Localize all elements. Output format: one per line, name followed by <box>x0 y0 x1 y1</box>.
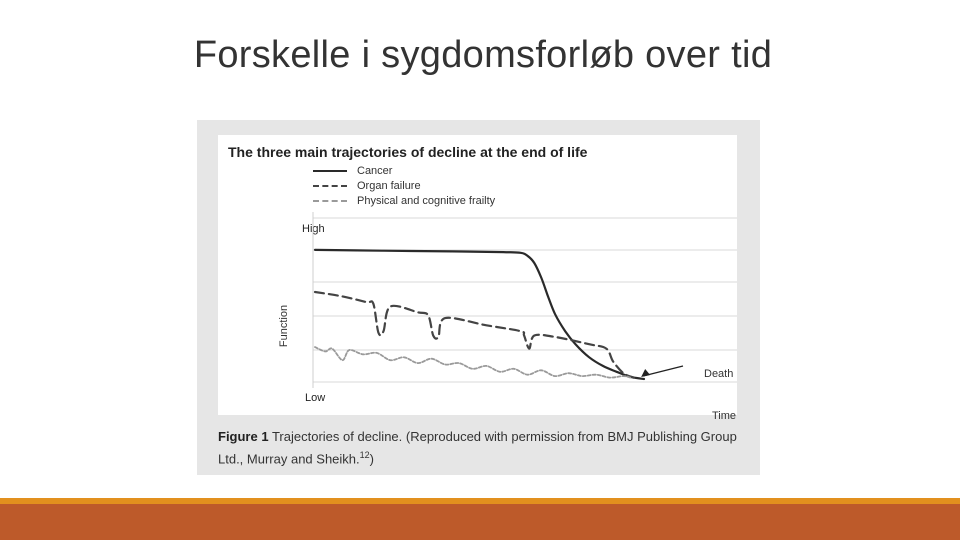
caption-close: ) <box>369 451 374 467</box>
y-tick-low: Low <box>305 392 326 404</box>
legend-item-organ-failure: Organ failure <box>313 178 573 193</box>
death-arrow-line <box>642 365 684 377</box>
chart-legend: Cancer Organ failure Physical and cognit… <box>313 163 573 208</box>
legend-swatch-frailty <box>313 199 347 202</box>
x-axis-label: Time <box>712 410 737 422</box>
series-line-physical-and-cognitive-frailty <box>314 346 632 379</box>
caption-text: Trajectories of decline. (Reproduced wit… <box>218 429 737 467</box>
figure-frame: The three main trajectories of decline a… <box>197 120 760 475</box>
legend-label-organ-failure: Organ failure <box>357 179 421 192</box>
caption-figure-label: Figure 1 <box>218 429 269 444</box>
chart-plot <box>312 212 737 388</box>
footer-bar <box>0 504 960 540</box>
chart-title: The three main trajectories of decline a… <box>228 144 588 160</box>
legend-swatch-organ-failure <box>313 184 347 187</box>
footer-accent-line <box>0 498 960 504</box>
figure-caption: Figure 1 Trajectories of decline. (Repro… <box>218 427 748 468</box>
legend-label-frailty: Physical and cognitive frailty <box>357 194 496 207</box>
death-arrow-head <box>641 369 651 377</box>
legend-swatch-cancer <box>313 169 347 172</box>
legend-label-cancer: Cancer <box>357 164 393 177</box>
series-line-organ-failure <box>313 290 635 379</box>
legend-item-cancer: Cancer <box>313 163 573 178</box>
series-line-cancer <box>313 248 646 381</box>
slide-title: Forskelle i sygdomsforløb over tid <box>193 34 773 76</box>
legend-item-frailty: Physical and cognitive frailty <box>313 193 573 208</box>
caption-reference: 12 <box>359 450 370 460</box>
death-annotation: Death <box>704 368 734 380</box>
